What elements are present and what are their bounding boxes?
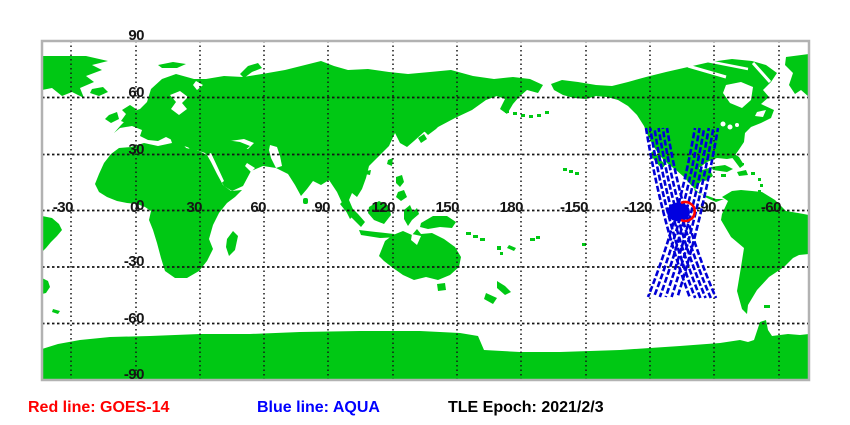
lat-label: -30 xyxy=(123,253,145,270)
lon-label: 120 xyxy=(371,199,395,216)
lon-label: 60 xyxy=(250,199,266,216)
legend-blue-line: Blue line: AQUA xyxy=(257,399,380,416)
lat-label: 60 xyxy=(128,84,144,101)
lon-label: 30 xyxy=(186,199,202,216)
lon-label: 180 xyxy=(499,199,523,216)
lat-label: 30 xyxy=(128,141,144,158)
map-border xyxy=(40,39,811,382)
lon-label: 90 xyxy=(314,199,330,216)
lon-label: -150 xyxy=(559,199,589,216)
lat-label: 0 xyxy=(136,197,144,214)
lat-label: -90 xyxy=(123,366,145,383)
legend-red-line: Red line: GOES-14 xyxy=(28,399,170,416)
lat-label: -60 xyxy=(123,310,145,327)
lon-label: -120 xyxy=(623,199,653,216)
lat-label: 90 xyxy=(128,27,144,44)
graticule xyxy=(40,39,811,382)
lon-label: 0 xyxy=(130,199,138,216)
lon-label: 150 xyxy=(435,199,459,216)
tle-epoch-label: TLE Epoch: 2021/2/3 xyxy=(448,399,604,416)
lon-label: -60 xyxy=(760,199,782,216)
lon-label: -30 xyxy=(52,199,74,216)
landmasses xyxy=(42,54,809,380)
lon-label: -90 xyxy=(695,199,717,216)
